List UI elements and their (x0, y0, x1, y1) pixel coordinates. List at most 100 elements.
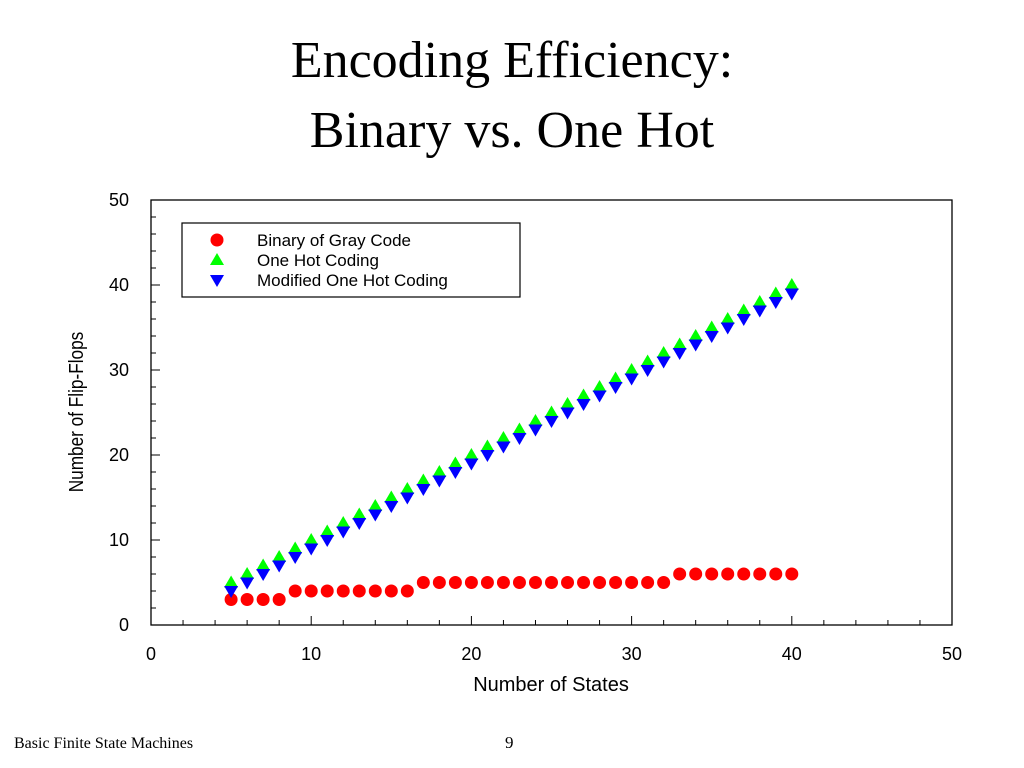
point-binary (609, 576, 623, 589)
point-one-hot (736, 303, 751, 316)
point-modified-one-hot (608, 382, 623, 394)
point-one-hot (528, 414, 543, 426)
point-one-hot (416, 473, 431, 486)
point-modified-one-hot (736, 314, 751, 326)
point-modified-one-hot (416, 484, 431, 496)
legend-label: Binary of Gray Code (257, 231, 411, 250)
point-modified-one-hot (288, 552, 303, 564)
x-tick-label: 40 (782, 644, 802, 664)
legend-marker-binary (210, 233, 224, 247)
point-modified-one-hot (512, 433, 527, 445)
point-binary (352, 584, 366, 598)
point-binary (705, 567, 719, 581)
legend-box (181, 222, 521, 298)
x-axis-title: Number of States (473, 674, 629, 696)
point-modified-one-hot (592, 390, 607, 403)
legend-label: One Hot Coding (257, 251, 379, 270)
point-binary (480, 576, 494, 589)
point-binary (304, 584, 318, 598)
point-binary (368, 584, 382, 598)
point-binary (464, 576, 478, 589)
point-modified-one-hot (768, 297, 783, 309)
point-one-hot (256, 558, 271, 571)
point-binary (545, 576, 558, 589)
point-modified-one-hot (560, 407, 575, 420)
point-one-hot (688, 329, 703, 341)
point-one-hot (624, 363, 639, 375)
point-modified-one-hot (784, 288, 799, 301)
point-one-hot (512, 422, 527, 435)
point-binary (657, 576, 671, 589)
data-points (224, 278, 799, 606)
footer-course-title: Basic Finite State Machines (14, 735, 194, 752)
legend-label: Modified One Hot Coding (257, 271, 448, 290)
point-modified-one-hot (688, 339, 703, 352)
x-tick-label: 50 (942, 644, 962, 664)
point-binary (384, 584, 398, 598)
y-axis-title: Number of Flip-Flops (65, 332, 88, 492)
point-modified-one-hot (656, 356, 671, 369)
point-modified-one-hot (224, 586, 239, 598)
point-binary (737, 567, 751, 581)
point-modified-one-hot (352, 518, 367, 530)
point-one-hot (640, 354, 655, 367)
point-binary (416, 576, 430, 589)
y-tick-label: 40 (109, 275, 129, 295)
point-binary (288, 584, 302, 598)
point-one-hot (320, 524, 335, 537)
slide-title-line-1: Encoding Efficiency: (290, 32, 734, 89)
point-one-hot (656, 346, 671, 358)
point-binary (561, 576, 575, 589)
point-modified-one-hot (256, 569, 271, 581)
point-binary (272, 593, 286, 606)
point-modified-one-hot (320, 535, 335, 547)
point-one-hot (784, 278, 799, 290)
point-one-hot (448, 456, 463, 469)
point-modified-one-hot (304, 543, 319, 556)
x-tick-label: 20 (461, 644, 481, 664)
x-tick-label: 10 (301, 644, 321, 664)
point-binary (336, 584, 350, 598)
point-one-hot (752, 295, 767, 307)
point-one-hot (400, 482, 415, 494)
point-binary (689, 567, 703, 581)
point-one-hot (720, 312, 735, 324)
point-modified-one-hot (576, 399, 591, 411)
point-one-hot (576, 388, 591, 401)
point-binary (673, 567, 687, 581)
y-tick-label: 0 (119, 615, 129, 635)
point-binary (448, 576, 462, 589)
point-modified-one-hot (624, 373, 639, 386)
point-one-hot (560, 397, 575, 409)
point-one-hot (544, 405, 559, 418)
point-one-hot (272, 550, 287, 562)
point-binary (625, 576, 639, 589)
point-binary (721, 567, 735, 581)
point-one-hot (352, 507, 367, 520)
point-binary (641, 576, 655, 589)
point-modified-one-hot (272, 560, 287, 573)
point-binary (240, 593, 254, 606)
point-binary (528, 576, 542, 589)
point-modified-one-hot (400, 492, 415, 505)
x-tick-label: 30 (622, 644, 642, 664)
point-modified-one-hot (480, 450, 495, 462)
point-binary (496, 576, 510, 589)
point-binary (224, 593, 238, 606)
point-one-hot (224, 575, 239, 588)
point-binary (320, 584, 334, 598)
point-modified-one-hot (752, 305, 767, 318)
point-modified-one-hot (672, 348, 687, 360)
point-one-hot (368, 499, 383, 511)
point-one-hot (464, 448, 479, 460)
point-modified-one-hot (496, 441, 511, 454)
point-one-hot (432, 465, 447, 477)
point-one-hot (608, 371, 623, 384)
point-binary (769, 567, 783, 581)
point-modified-one-hot (544, 416, 559, 428)
point-one-hot (672, 337, 687, 350)
point-modified-one-hot (240, 577, 255, 590)
y-tick-label: 20 (109, 445, 129, 465)
